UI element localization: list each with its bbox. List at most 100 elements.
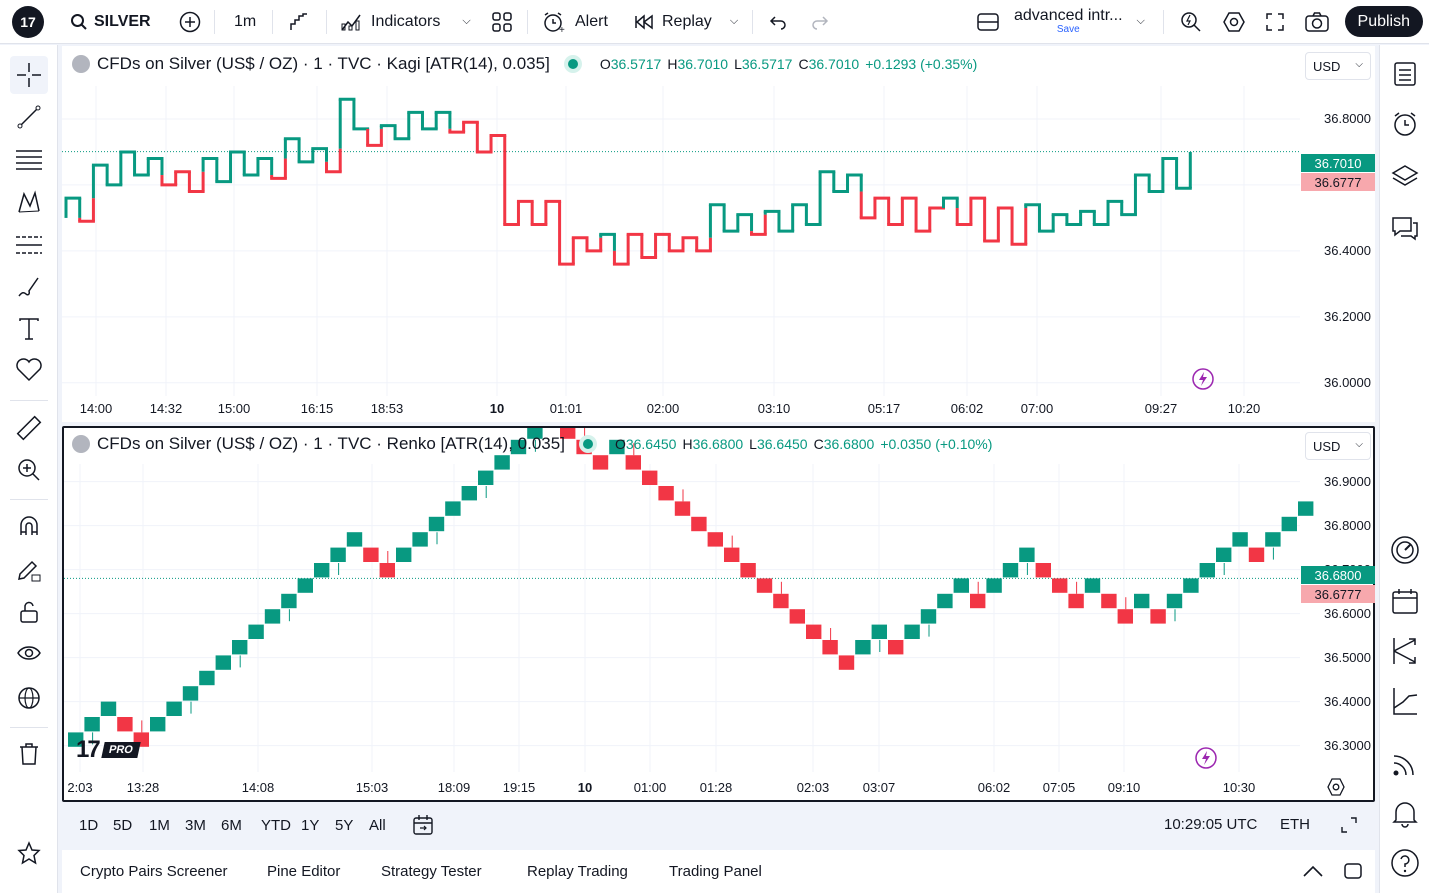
chevron-down-icon[interactable]: ⌵: [729, 15, 739, 27]
notifications-button[interactable]: [1386, 795, 1424, 833]
tab-replay-trading[interactable]: Replay Trading: [527, 863, 628, 880]
tradingview-logo[interactable]: 17: [12, 6, 44, 38]
help-button[interactable]: [1386, 844, 1424, 882]
news-feed-button[interactable]: [1386, 745, 1424, 783]
silver-symbol-icon: [72, 55, 90, 73]
undo-button[interactable]: [769, 0, 787, 44]
symbol-search[interactable]: SILVER: [70, 0, 151, 44]
kagi-title[interactable]: CFDs on Silver (US$ / OZ) · 1 · TVC · Ka…: [97, 54, 550, 73]
renko-chart[interactable]: [64, 428, 1373, 800]
renko-brick: [461, 486, 477, 501]
chart-type-button[interactable]: [289, 0, 309, 44]
renko-currency-select[interactable]: USD ⌵: [1305, 432, 1371, 460]
alert-button[interactable]: + Alert: [542, 0, 608, 44]
lock-drawings[interactable]: [10, 593, 48, 631]
time-tick-label: 07:00: [1020, 401, 1054, 416]
compare-symbol-button[interactable]: [179, 0, 201, 44]
snapshot-button[interactable]: [1305, 0, 1329, 44]
favorites-tool[interactable]: [10, 351, 48, 389]
gear-icon[interactable]: [1327, 778, 1345, 796]
currency-label: USD: [1313, 438, 1341, 454]
period-3m[interactable]: 3M: [185, 816, 206, 834]
replay-button[interactable]: Replay ⌵: [634, 0, 738, 44]
redo-button[interactable]: [811, 0, 829, 44]
period-5d[interactable]: 5D: [113, 816, 133, 834]
help-icon: [1391, 849, 1419, 877]
go-to-date-icon[interactable]: [412, 814, 434, 836]
fib-tool[interactable]: [10, 141, 48, 179]
publish-button[interactable]: Publish: [1344, 6, 1423, 37]
brush-icon: [18, 277, 39, 297]
technicals-button[interactable]: [1386, 531, 1424, 569]
crosshair-tool[interactable]: [10, 56, 48, 94]
renko-brick: [1166, 593, 1183, 609]
kagi-chart[interactable]: [62, 46, 1375, 422]
kagi-chart-pane[interactable]: CFDs on Silver (US$ / OZ) · 1 · TVC · Ka…: [62, 46, 1375, 422]
period-1m[interactable]: 1M: [149, 816, 170, 834]
fullscreen-button[interactable]: [1265, 0, 1285, 44]
text-tool[interactable]: [10, 310, 48, 348]
pine-script-button[interactable]: [1386, 682, 1424, 720]
quick-search-button[interactable]: [1180, 0, 1202, 44]
chevron-down-icon[interactable]: ⌵: [1136, 15, 1145, 27]
remove-drawings[interactable]: [10, 735, 48, 773]
list-icon: [1394, 62, 1416, 86]
renko-brick: [428, 516, 445, 532]
tab-trading-panel[interactable]: Trading Panel: [669, 863, 762, 880]
ideas-stream-button[interactable]: [1386, 632, 1424, 670]
chats-button[interactable]: [1386, 209, 1424, 247]
period-ytd[interactable]: YTD: [261, 816, 291, 834]
tab-strategy-tester[interactable]: Strategy Tester: [381, 863, 482, 880]
watchlist-button[interactable]: [1386, 55, 1424, 93]
bolt-circle-icon[interactable]: [1191, 367, 1215, 391]
zoom-tool[interactable]: [10, 451, 48, 489]
tab-pine-editor[interactable]: Pine Editor: [267, 863, 341, 880]
kagi-low: L36.5717: [734, 56, 793, 72]
renko-brick: [904, 624, 920, 639]
renko-brick: [281, 593, 297, 609]
brush-tool[interactable]: [10, 268, 48, 306]
forecast-tool[interactable]: [10, 226, 48, 264]
chevron-down-icon[interactable]: ⌵: [462, 15, 471, 27]
expand-icon[interactable]: [1340, 816, 1358, 834]
alerts-button[interactable]: [1386, 105, 1424, 143]
period-5y[interactable]: 5Y: [335, 816, 354, 834]
stay-in-drawing-mode[interactable]: [10, 551, 48, 589]
interval-button[interactable]: 1m: [234, 12, 257, 30]
chevron-up-icon[interactable]: [1302, 864, 1324, 878]
renko-brick: [674, 501, 691, 516]
indicators-button[interactable]: Indicators ⌵: [340, 0, 471, 44]
kagi-currency-select[interactable]: USD ⌵: [1305, 52, 1371, 80]
data-window-button[interactable]: [1386, 157, 1424, 195]
layouts-button[interactable]: [491, 0, 513, 44]
renko-brick: [363, 547, 379, 562]
period-1d[interactable]: 1D: [79, 816, 99, 834]
bolt-circle-icon[interactable]: [1194, 746, 1218, 770]
watchlist-star[interactable]: [10, 834, 48, 872]
utc-clock[interactable]: 10:29:05 UTC: [1164, 816, 1258, 833]
period-6m[interactable]: 6M: [221, 816, 242, 834]
session-toggle[interactable]: ETH: [1280, 816, 1310, 833]
time-tick-label: 18:53: [370, 401, 404, 416]
pattern-tool[interactable]: [10, 183, 48, 221]
period-1y[interactable]: 1Y: [301, 816, 320, 834]
renko-chart-pane[interactable]: CFDs on Silver (US$ / OZ) · 1 · TVC · Re…: [62, 426, 1375, 802]
renko-brick: [642, 470, 658, 485]
trend-line-tool[interactable]: [10, 98, 48, 136]
measure-tool[interactable]: [10, 409, 48, 447]
settings-button[interactable]: [1222, 0, 1246, 44]
time-tick-label: 14:08: [241, 780, 275, 795]
renko-brick: [937, 593, 953, 609]
magnet-tool[interactable]: [10, 509, 48, 547]
period-all[interactable]: All: [369, 816, 386, 834]
hide-drawings[interactable]: [10, 635, 48, 673]
renko-brick: [182, 686, 199, 701]
time-tick-label: 03:07: [862, 780, 896, 795]
object-tree[interactable]: [10, 679, 48, 717]
calendar-button[interactable]: [1386, 582, 1424, 620]
tab-crypto-pairs-screener[interactable]: Crypto Pairs Screener: [80, 863, 228, 880]
maximize-panel-icon[interactable]: [1343, 861, 1363, 881]
layout-menu-button[interactable]: advanced intr... Save ⌵: [977, 0, 1145, 44]
renko-title[interactable]: CFDs on Silver (US$ / OZ) · 1 · TVC · Re…: [97, 434, 565, 453]
renko-brick: [1134, 593, 1150, 609]
